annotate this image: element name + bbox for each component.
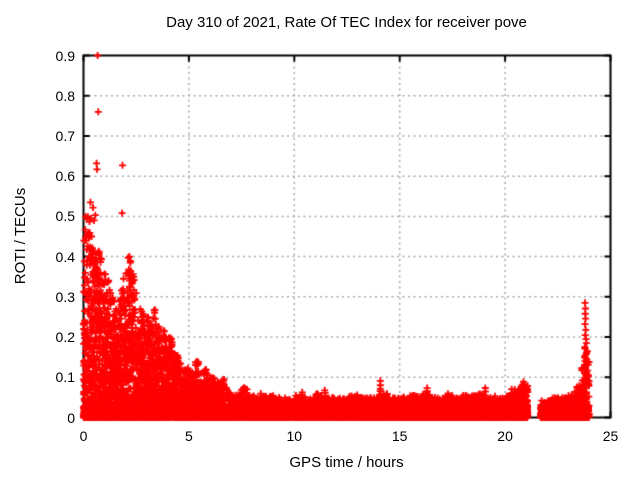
y-tick-label: 0.6 bbox=[55, 168, 75, 185]
x-tick-label: 10 bbox=[286, 428, 303, 444]
y-tick-label: 0.4 bbox=[55, 248, 75, 265]
y-tick-label: 0 bbox=[67, 409, 75, 426]
y-tick-label: 0.5 bbox=[55, 208, 75, 225]
x-tick-label: 20 bbox=[497, 428, 513, 444]
chart-title: Day 310 of 2021, Rate Of TEC Index for r… bbox=[166, 14, 527, 31]
y-tick-label: 0.1 bbox=[55, 369, 75, 386]
x-tick-label: 15 bbox=[391, 428, 408, 444]
y-tick-label: 0.3 bbox=[55, 288, 75, 305]
y-tick-label: 0.9 bbox=[55, 47, 75, 64]
x-tick-label: 25 bbox=[602, 428, 619, 444]
y-tick-label: 0.2 bbox=[55, 329, 75, 346]
y-tick-label: 0.8 bbox=[55, 87, 75, 104]
x-tick-label: 5 bbox=[184, 428, 193, 444]
y-tick-label: 0.7 bbox=[55, 127, 75, 144]
x-tick-label: 0 bbox=[79, 428, 88, 444]
x-axis-title: GPS time / hours bbox=[289, 454, 404, 471]
